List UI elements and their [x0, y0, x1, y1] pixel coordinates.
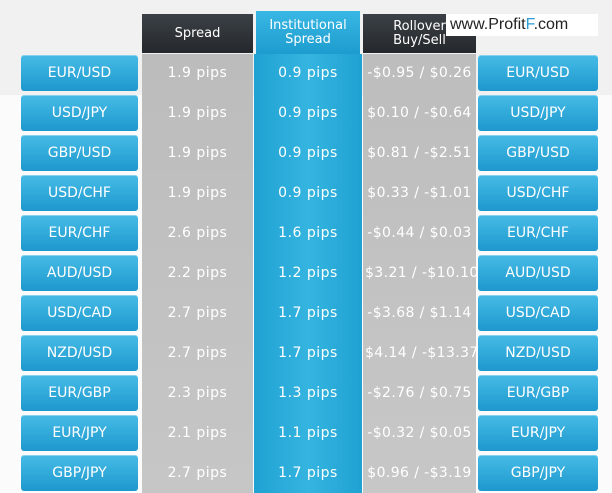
spread-value: 1.9 pips [167, 105, 228, 121]
pair-button-right[interactable]: EUR/CHF [478, 215, 598, 251]
institutional-spread-value: 1.3 pips [278, 385, 338, 401]
spread-value: 2.7 pips [167, 465, 228, 481]
pair-button-right[interactable]: USD/JPY [478, 95, 598, 131]
spread-value: 1.9 pips [167, 185, 228, 201]
institutional-spread-header: Institutional Spread [256, 11, 360, 54]
pair-button-right[interactable]: AUD/USD [478, 255, 598, 291]
rollover-value: $0.10 / -$0.64 [367, 105, 472, 121]
institutional-header-line1: Institutional [269, 17, 347, 33]
institutional-spread-value: 0.9 pips [278, 145, 338, 161]
institutional-spread-value: 1.1 pips [278, 425, 338, 441]
rollover-value: -$0.32 / $0.05 [367, 425, 472, 441]
institutional-spread-value: 1.2 pips [278, 265, 338, 281]
institutional-spread-value: 0.9 pips [278, 185, 338, 201]
pair-button-right[interactable]: EUR/GBP [478, 375, 598, 411]
pair-button-left[interactable]: USD/CHF [21, 175, 138, 211]
spread-header: Spread [142, 14, 253, 53]
rollover-column [363, 54, 476, 493]
institutional-spread-value: 0.9 pips [278, 105, 338, 121]
spread-header-label: Spread [174, 25, 221, 41]
pair-button-left[interactable]: EUR/JPY [21, 415, 138, 451]
institutional-spread-column [254, 54, 362, 493]
rollover-header-line1: Rollover [393, 18, 446, 34]
pair-button-left[interactable]: EUR/USD [21, 55, 138, 91]
pair-button-right[interactable]: USD/CAD [478, 295, 598, 331]
institutional-spread-value: 1.7 pips [278, 305, 338, 321]
institutional-header-line2: Spread [285, 31, 331, 47]
spread-value: 2.7 pips [167, 345, 228, 361]
institutional-spread-value: 0.9 pips [278, 65, 338, 81]
pair-button-right[interactable]: EUR/USD [478, 55, 598, 91]
watermark-accent: F [525, 16, 534, 33]
rollover-value: -$0.95 / $0.26 [367, 65, 472, 81]
spread-value: 2.2 pips [167, 265, 228, 281]
spread-column [142, 54, 253, 493]
rollover-value: $0.96 / -$3.19 [367, 465, 472, 481]
spread-value: 1.9 pips [167, 145, 228, 161]
watermark-suffix: .com [533, 16, 569, 33]
rollover-value: $0.33 / -$1.01 [367, 185, 472, 201]
pair-button-right[interactable]: GBP/USD [478, 135, 598, 171]
institutional-spread-value: 1.6 pips [278, 225, 338, 241]
pair-button-right[interactable]: GBP/JPY [478, 455, 598, 491]
spread-value: 2.1 pips [167, 425, 228, 441]
pair-button-left[interactable]: EUR/GBP [21, 375, 138, 411]
rollover-value: -$0.44 / $0.03 [367, 225, 472, 241]
rollover-value: -$2.76 / $0.75 [367, 385, 472, 401]
spread-value: 1.9 pips [167, 65, 228, 81]
pair-button-left[interactable]: USD/CAD [21, 295, 138, 331]
institutional-spread-value: 1.7 pips [278, 345, 338, 361]
rollover-value: $4.14 / -$13.37 [365, 345, 479, 361]
pair-button-right[interactable]: USD/CHF [478, 175, 598, 211]
pair-button-left[interactable]: GBP/JPY [21, 455, 138, 491]
pair-button-right[interactable]: EUR/JPY [478, 415, 598, 451]
pair-button-left[interactable]: EUR/CHF [21, 215, 138, 251]
pair-button-right[interactable]: NZD/USD [478, 335, 598, 371]
spread-value: 2.6 pips [167, 225, 228, 241]
rollover-value: $0.81 / -$2.51 [367, 145, 472, 161]
site-watermark: www.ProfitF.com [446, 14, 598, 36]
pair-button-left[interactable]: NZD/USD [21, 335, 138, 371]
spread-value: 2.7 pips [167, 305, 228, 321]
pair-button-left[interactable]: USD/JPY [21, 95, 138, 131]
rollover-header-line2: Buy/Sell [393, 32, 446, 48]
rollover-value: $3.21 / -$10.10 [365, 265, 479, 281]
watermark-prefix: www.Profit [450, 16, 526, 33]
institutional-spread-value: 1.7 pips [278, 465, 338, 481]
pair-button-left[interactable]: AUD/USD [21, 255, 138, 291]
pair-button-left[interactable]: GBP/USD [21, 135, 138, 171]
spread-value: 2.3 pips [167, 385, 228, 401]
rollover-value: -$3.68 / $1.14 [367, 305, 472, 321]
